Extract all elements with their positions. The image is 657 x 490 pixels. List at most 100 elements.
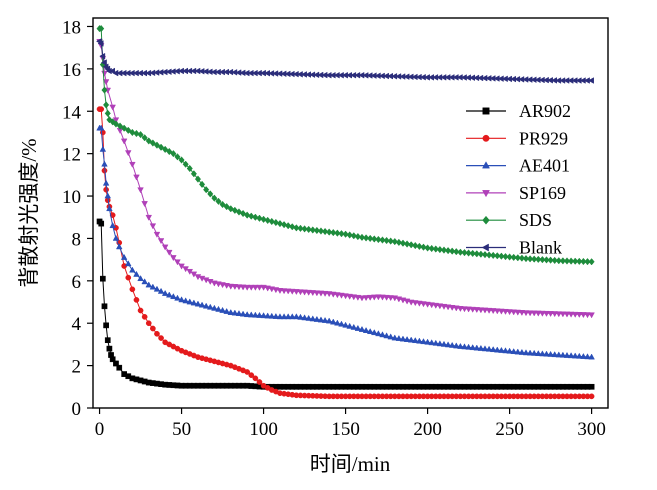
data-point [199, 180, 206, 189]
legend-label: AE401 [519, 156, 570, 176]
data-point [379, 294, 386, 301]
legend-label: PR929 [519, 128, 568, 148]
data-point [350, 323, 358, 330]
data-point [477, 250, 484, 258]
data-point [98, 24, 105, 33]
data-point [395, 334, 403, 341]
data-point [428, 244, 435, 253]
y-tick-label: 18 [62, 17, 81, 38]
data-point [420, 338, 427, 345]
legend-label: Blank [519, 238, 562, 258]
data-point [231, 206, 238, 214]
data-point [284, 288, 292, 295]
data-point [535, 310, 542, 317]
data-point [375, 330, 382, 337]
data-point [166, 147, 173, 156]
data-point [305, 314, 312, 321]
data-point [563, 311, 571, 318]
legend-marker [482, 190, 490, 198]
data-point [518, 310, 526, 316]
data-point [182, 297, 189, 304]
series-line [99, 28, 592, 263]
data-point [141, 278, 148, 285]
data-point [227, 308, 235, 315]
data-point [358, 295, 366, 302]
data-point [174, 259, 181, 266]
data-point [477, 344, 485, 351]
x-tick-label: 250 [495, 419, 524, 440]
data-point [247, 311, 255, 318]
data-point [165, 291, 173, 298]
data-point [342, 230, 349, 238]
data-point [494, 308, 501, 315]
data-point [580, 352, 587, 359]
data-point [154, 330, 160, 337]
data-point [203, 186, 210, 194]
legend-label: SDS [519, 210, 552, 230]
data-point [264, 312, 271, 319]
data-point [379, 331, 386, 338]
data-point [239, 284, 247, 291]
data-point [109, 222, 116, 229]
data-point [588, 312, 595, 319]
data-point [502, 347, 509, 354]
data-point [137, 130, 144, 139]
data-point [543, 350, 550, 357]
data-point [178, 156, 185, 164]
data-point [103, 186, 109, 193]
data-point [288, 288, 296, 295]
data-point [366, 294, 374, 301]
data-point [133, 129, 140, 138]
y-tick-label: 6 [72, 272, 82, 293]
data-point [206, 279, 214, 285]
data-point [514, 254, 521, 262]
data-point [165, 249, 173, 256]
data-point [481, 345, 489, 352]
data-point [403, 336, 411, 342]
data-point [576, 352, 583, 359]
data-point [281, 221, 288, 229]
data-point [162, 145, 169, 154]
data-point [391, 334, 399, 341]
data-point [506, 309, 513, 316]
data-point [358, 325, 366, 332]
data-point [584, 257, 591, 266]
data-point [268, 217, 275, 226]
data-point [445, 246, 452, 255]
data-point [457, 306, 464, 313]
data-point [117, 122, 124, 130]
data-point [129, 266, 136, 273]
data-point [252, 375, 259, 382]
data-point [98, 220, 105, 227]
legend-marker [481, 243, 489, 252]
data-point [186, 164, 193, 173]
data-point [301, 314, 308, 321]
data-point [469, 306, 476, 313]
data-point [469, 249, 476, 258]
data-point [293, 313, 300, 320]
data-point [98, 106, 105, 112]
data-point [551, 256, 558, 265]
data-point [264, 216, 271, 225]
data-point [535, 350, 542, 357]
data-point [588, 258, 595, 266]
data-point [158, 335, 164, 341]
data-point [101, 70, 108, 77]
data-point [412, 337, 419, 344]
data-point [334, 319, 341, 326]
data-point [370, 329, 378, 336]
legend-marker [482, 134, 490, 142]
data-point [309, 226, 316, 234]
data-point [424, 244, 431, 252]
data-point [518, 348, 526, 355]
data-point [202, 302, 210, 309]
data-point [112, 234, 120, 241]
data-point [367, 234, 374, 243]
series-ae401 [96, 124, 595, 360]
data-point [375, 235, 382, 244]
data-point [407, 336, 415, 343]
data-point [198, 275, 206, 282]
data-point [104, 109, 111, 118]
data-point [256, 284, 263, 291]
data-point [153, 231, 161, 238]
